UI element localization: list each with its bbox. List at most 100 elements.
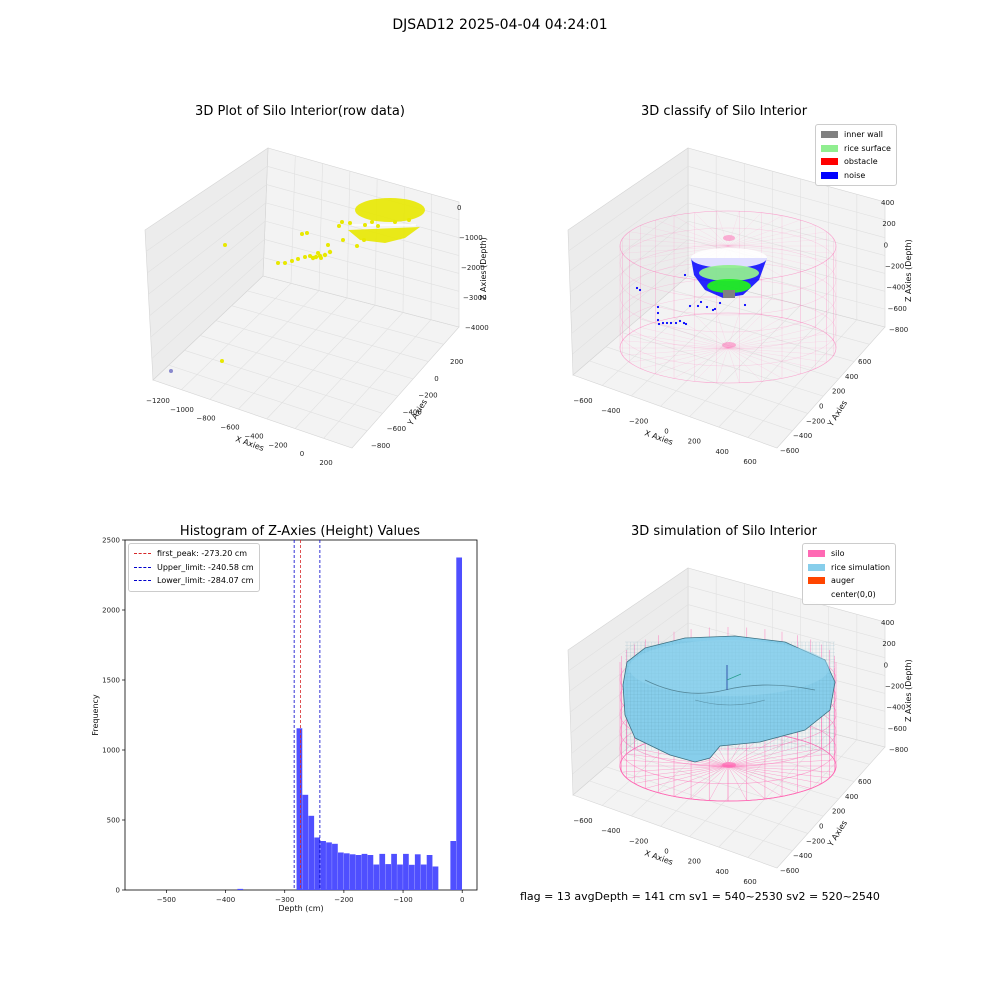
tick-label: 200 (319, 459, 332, 467)
tick-label: −400 (403, 408, 422, 416)
data-point (340, 220, 344, 224)
tick-label: −600 (573, 817, 592, 825)
floor-spoke (629, 333, 729, 349)
wall-ring (619, 244, 837, 316)
grid-line (181, 283, 292, 390)
tick-label: 0 (819, 403, 823, 411)
tick-label: 200 (688, 858, 701, 866)
tick-label: −1000 (459, 234, 483, 242)
tick-label: −800 (196, 415, 215, 423)
tick-label: 400 (845, 793, 858, 801)
legend-item-auger: auger (808, 574, 890, 588)
histogram-bar (379, 853, 386, 890)
tick-label: −1200 (146, 397, 170, 405)
grid-line (148, 202, 267, 295)
tick-label: −600 (780, 867, 799, 875)
grid-line (747, 739, 858, 858)
data-point (300, 232, 304, 236)
tick-label: −400 (793, 432, 812, 440)
grid-line (247, 290, 444, 345)
noise-point (684, 322, 688, 326)
histogram-bar (308, 815, 315, 890)
obstacle-swatch (821, 158, 838, 166)
grid-line (655, 303, 855, 362)
histogram-bar (349, 854, 356, 890)
floor-spoke (727, 314, 762, 349)
silo-floor-spoke (658, 765, 729, 794)
grid-line (149, 220, 266, 316)
grid-line (200, 335, 398, 397)
tick-label: 600 (858, 358, 871, 366)
silo-floor-spoke (727, 765, 783, 797)
roof-spoke (655, 219, 729, 247)
grid-line (631, 290, 745, 397)
roof-spoke (622, 245, 729, 254)
floor-spoke (727, 347, 834, 356)
tick-label: −600 (888, 305, 907, 313)
data-point (407, 218, 411, 222)
floor-spoke (629, 347, 729, 363)
tick-label: −2000 (461, 264, 485, 272)
tick-label: 200 (688, 438, 701, 446)
silo-floor-spoke (727, 765, 835, 773)
floor-spoke (622, 340, 729, 349)
tick-label: 400 (845, 373, 858, 381)
tick-label: −200 (418, 392, 437, 400)
noise-point (638, 288, 642, 292)
noise-point (743, 303, 747, 307)
silo-floor-spoke (727, 759, 835, 767)
grid-line (215, 320, 414, 380)
legend-item-rice-surface: rice surface (821, 142, 891, 156)
tick-label: −400 (886, 284, 905, 292)
histogram-bar (355, 855, 362, 890)
grid-line (660, 297, 773, 407)
grid-line (150, 239, 265, 338)
silo-floor-spoke (727, 765, 830, 779)
floor-spoke (640, 347, 729, 369)
tick-label: −600 (573, 397, 592, 405)
floor-spoke (727, 317, 783, 349)
floor-spoke (655, 321, 729, 349)
tick-label: −400 (793, 852, 812, 860)
classify-z-ticks: 400 200 0 −200 −400 −600 −800 (881, 199, 908, 334)
tick-label: −400 (601, 827, 620, 835)
tick-label: −4000 (465, 324, 489, 332)
grid-line (687, 165, 886, 221)
floor-spoke (716, 313, 729, 349)
grid-line (346, 171, 351, 298)
tick-label: −1000 (170, 406, 194, 414)
data-point (341, 238, 345, 242)
grid-line (689, 304, 801, 417)
noise-swatch (821, 171, 838, 179)
grid-line (718, 732, 829, 848)
grid-line (294, 312, 404, 429)
tick-label: −200 (885, 263, 904, 271)
histogram-bar (367, 855, 374, 890)
noise-point (669, 321, 673, 325)
grid-line (687, 604, 886, 659)
grid-line (687, 202, 886, 256)
floor-spoke (716, 347, 729, 383)
grid-line (718, 312, 829, 428)
noise-point (656, 318, 660, 322)
y-tick-label: 500 (107, 817, 120, 825)
simulation-x-axis-label: X Axies (643, 848, 674, 867)
floor-spoke (640, 327, 729, 349)
grid-line (687, 585, 886, 641)
data-point (326, 243, 330, 247)
surface-ridge (644, 679, 816, 694)
silo-floor-spoke (727, 765, 811, 789)
silo-floor-spoke (727, 743, 811, 767)
noise-point (699, 300, 703, 304)
data-point (322, 252, 328, 258)
data-point (337, 224, 341, 228)
histogram-reference-lines (293, 540, 321, 890)
x-tick-label: 0 (460, 896, 464, 904)
tick-label: 400 (715, 868, 728, 876)
tick-label: −600 (888, 725, 907, 733)
grid-line (601, 283, 717, 386)
inner-wall-swatch (821, 131, 838, 139)
